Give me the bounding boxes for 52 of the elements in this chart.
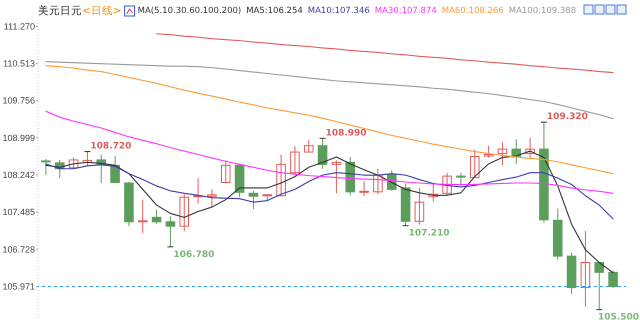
y-tick-label: 107.485 xyxy=(2,207,35,218)
line-series xyxy=(156,33,614,74)
annotation: 108.990 xyxy=(326,128,367,138)
chart-title: 美元日元 xyxy=(38,4,82,17)
line-series xyxy=(45,110,614,194)
y-tick-label: 108.242 xyxy=(2,170,35,180)
candlestick xyxy=(442,172,452,196)
y-tick-label: 111.270 xyxy=(4,21,35,32)
text: MA(5.10.30.60.100.200) xyxy=(138,6,242,16)
annotation: 109.320 xyxy=(546,112,588,122)
candlestick xyxy=(41,158,51,176)
candlestick xyxy=(373,168,383,195)
y-tick-label: 106.728 xyxy=(2,244,35,254)
candlestick xyxy=(525,137,535,158)
candlestick xyxy=(608,270,618,289)
line-series xyxy=(45,61,614,120)
candlestick xyxy=(456,172,466,186)
candlestick xyxy=(304,139,314,154)
candlestick xyxy=(220,160,231,184)
candlestick xyxy=(428,182,438,202)
candlestick xyxy=(179,194,190,232)
candlestick xyxy=(68,156,78,170)
y-tick-label: 105.971 xyxy=(2,282,35,292)
candlestick xyxy=(193,178,203,204)
annotation: 107.210 xyxy=(408,228,450,239)
line-series xyxy=(45,65,614,174)
candlestick xyxy=(290,146,300,176)
text: MA10:107.346 xyxy=(308,6,370,16)
candlestick xyxy=(166,216,176,248)
text: MA60:108.266 xyxy=(442,6,504,16)
candlestick xyxy=(207,188,217,208)
candlestick xyxy=(484,145,494,158)
candlestick xyxy=(414,187,424,226)
y-tick-label: 109.756 xyxy=(2,96,35,106)
chart-subtitle: <日线> xyxy=(82,4,122,17)
candlestick xyxy=(580,230,590,308)
candlestick xyxy=(248,190,258,210)
text: MA5:106.254 xyxy=(246,6,303,16)
y-tick-label: 110.513 xyxy=(3,58,35,69)
annotation: 108.720 xyxy=(90,142,132,152)
annotation: 106.780 xyxy=(173,250,214,260)
text: MA30:107.874 xyxy=(374,6,437,16)
candlestick xyxy=(470,149,480,179)
candlestick xyxy=(332,160,342,194)
candlestick xyxy=(276,154,286,197)
annotation: 105.500 xyxy=(598,312,639,320)
candlestick xyxy=(138,199,148,234)
text: MA100:109.388 xyxy=(508,6,576,16)
candlestick xyxy=(359,181,369,197)
candlestick xyxy=(152,209,162,224)
y-tick-label: 108.999 xyxy=(2,132,35,143)
candlestick xyxy=(498,142,508,166)
